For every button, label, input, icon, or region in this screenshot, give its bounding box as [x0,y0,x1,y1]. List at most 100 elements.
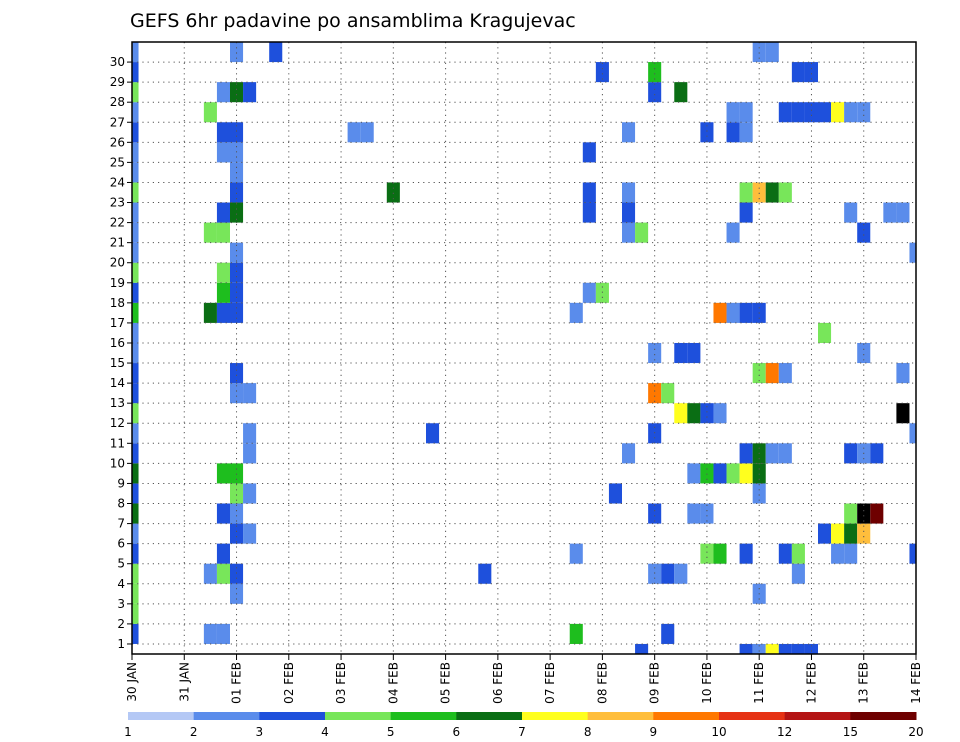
precip-cell [132,302,139,323]
precip-cell [844,543,858,564]
precip-cell [831,102,845,123]
precip-cell [739,202,753,223]
precip-cell [569,623,583,644]
precip-cell [752,363,766,384]
colorbar-label: 20 [908,725,923,739]
x-tick-label: 07 FEB [543,662,557,704]
precip-cell [243,443,257,464]
precip-cell [132,583,139,604]
precip-cell [700,403,714,424]
y-tick-label: 1 [117,637,125,651]
precip-cell [230,363,244,384]
precip-cell [857,342,871,364]
y-tick-label: 12 [110,416,125,430]
precip-cell [216,543,230,564]
precip-cell [778,543,792,564]
precip-cell [360,122,374,143]
colorbar-label: 5 [387,725,395,739]
precip-cell [132,543,139,564]
precip-cell [765,42,779,63]
precip-cell [765,443,779,464]
precip-cell [674,342,688,364]
precip-cell [778,363,792,384]
precip-cell [739,543,753,564]
precip-cell [778,182,792,203]
precip-cell [831,543,845,564]
precip-cell [230,383,244,404]
precip-cell [622,122,636,143]
colorbar-swatch [719,712,786,720]
y-tick-label: 20 [110,256,125,270]
x-tick-label: 06 FEB [491,662,505,704]
precip-cell [132,423,139,444]
precip-cell [739,643,753,654]
colorbar-label: 8 [584,725,592,739]
y-tick-label: 3 [117,597,125,611]
colorbar-swatch [653,712,720,720]
y-tick-label: 7 [117,517,125,531]
precip-cell [595,62,609,83]
y-tick-label: 17 [110,316,125,330]
precip-cell [203,302,217,323]
colorbar-label: 1 [124,725,132,739]
precip-cell [818,322,832,343]
precip-cell [674,82,688,103]
precip-cell [804,62,818,83]
precip-cell [739,122,753,143]
colorbar-swatch [390,712,457,720]
precip-cell [752,42,766,63]
y-axis: 1234567891011121314151617181920212223242… [110,55,132,651]
precip-cell [203,623,217,644]
precip-cell [726,302,740,323]
x-tick-label: 12 FEB [804,662,818,704]
precip-cell [216,463,230,484]
precip-cell [765,182,779,203]
precip-cell [347,122,361,143]
precip-cell [831,523,845,544]
precip-cell [608,483,622,504]
precip-cell [648,62,662,83]
precip-cell [857,523,871,544]
precip-cell [230,262,244,283]
precip-cell [132,222,139,243]
precip-cell [132,162,139,183]
precip-cell [269,42,283,63]
precip-cell [700,503,714,524]
colorbar-label: 7 [518,725,526,739]
y-tick-label: 19 [110,276,125,290]
precip-cell [582,182,596,203]
precip-cell [478,563,492,584]
precip-cell [765,643,779,654]
precip-cell [132,523,139,544]
chart-title: GEFS 6hr padavine po ansamblima Kragujev… [130,10,576,32]
precip-cell [687,403,701,424]
x-tick-label: 09 FEB [648,662,662,704]
precip-cell [230,523,244,544]
precip-cell [243,423,257,444]
precip-cell [791,643,805,654]
precip-cell [818,523,832,544]
precip-cell [132,142,139,163]
y-tick-label: 22 [110,216,125,230]
x-tick-label: 02 FEB [282,662,296,704]
precip-cell [243,383,257,404]
y-tick-label: 6 [117,537,125,551]
precip-cell [622,182,636,203]
precip-cell [648,563,662,584]
precip-cell [132,202,139,223]
colorbar-label: 6 [453,725,461,739]
grid-layer [132,42,916,654]
precip-cell [230,242,244,263]
precip-cell [622,443,636,464]
precip-cell [230,503,244,524]
y-tick-label: 21 [110,236,125,250]
x-tick-label: 30 JAN [125,662,139,702]
precip-cell [582,142,596,163]
precip-cell [132,102,139,123]
precip-cell [622,202,636,223]
precip-cell [132,322,139,343]
precip-cell [661,383,675,404]
y-tick-label: 29 [110,75,125,89]
colorbar: 1 2 3 4 5 6 7 8 9 10 12 15 20 [124,712,924,739]
precip-cell [569,302,583,323]
